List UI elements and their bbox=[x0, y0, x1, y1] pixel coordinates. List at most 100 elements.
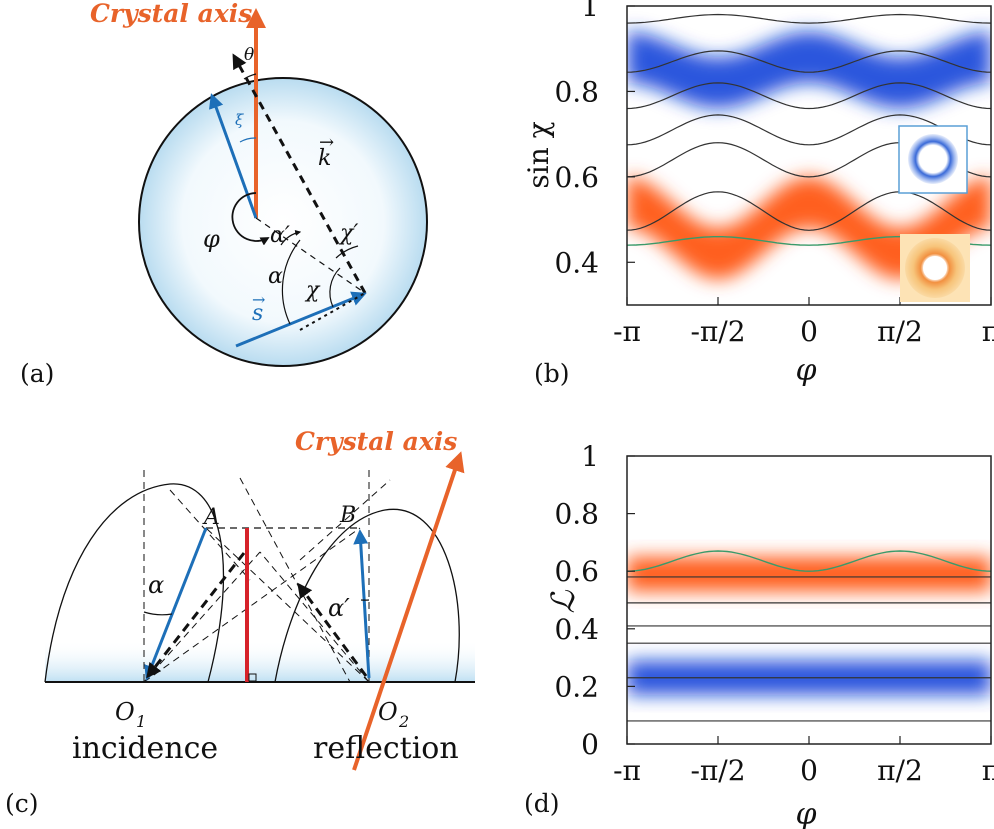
ground-gradient bbox=[45, 640, 475, 682]
xi-arc bbox=[239, 137, 257, 143]
contour-curve-0 bbox=[627, 13, 991, 24]
xtick-label: 0 bbox=[800, 315, 818, 348]
ytick-label: 0.8 bbox=[554, 498, 599, 531]
s-label: s bbox=[252, 301, 263, 326]
k-label: k bbox=[318, 146, 331, 171]
s-arrow-mark: → bbox=[252, 290, 265, 309]
panel-d: 1 0.8 0.6 0.4 0.2 0 -π -π/2 0 π/2 π ℒ φ (d) bbox=[524, 440, 994, 829]
incidence-label: incidence bbox=[72, 731, 218, 766]
reflected-vector bbox=[353, 529, 371, 679]
ylabel-d: ℒ bbox=[544, 590, 582, 614]
axes-frame-d bbox=[626, 455, 992, 745]
ytick-label: 0.4 bbox=[554, 613, 599, 646]
ytick-label: 0.2 bbox=[554, 670, 599, 703]
panel-a-label: (a) bbox=[20, 359, 54, 388]
point-B: B bbox=[339, 503, 356, 528]
k-arrow-mark: → bbox=[319, 132, 334, 153]
ytick-label: 0.6 bbox=[554, 161, 599, 194]
ytick-label: 0 bbox=[581, 728, 599, 761]
alpha-prime-label: α′ bbox=[270, 223, 290, 248]
panel-c: α α′ Crystal axis A B O 1 O 2 incidence … bbox=[5, 427, 475, 818]
alpha-prime-arc bbox=[280, 230, 302, 246]
diag-3 bbox=[143, 551, 261, 683]
xtick-label: π bbox=[982, 754, 994, 787]
inset-orange-ring bbox=[900, 234, 970, 302]
ytick-label: 0.4 bbox=[554, 246, 599, 279]
ytick-label: 0.6 bbox=[554, 555, 599, 588]
center-line-dashed bbox=[255, 217, 366, 294]
xtick-label: π/2 bbox=[877, 754, 923, 787]
crystal-axis-label-c: Crystal axis bbox=[295, 427, 457, 456]
incident-dashed-k bbox=[146, 552, 246, 679]
O2-label: O bbox=[378, 698, 398, 726]
contour-curve-2 bbox=[627, 82, 991, 110]
xi-label: ξ bbox=[235, 111, 244, 129]
s-extension-dotted bbox=[299, 292, 366, 331]
diag-7 bbox=[299, 479, 391, 561]
green-curve bbox=[627, 550, 991, 572]
k-vector-dashed bbox=[232, 53, 367, 294]
O1-label: O bbox=[115, 698, 135, 726]
reflected-dashed-k bbox=[297, 582, 368, 677]
diag-5 bbox=[239, 477, 351, 683]
chi-prime-label: χ′ bbox=[338, 221, 358, 246]
alpha-label-c: α bbox=[148, 571, 164, 599]
inset-blue-ring bbox=[898, 125, 968, 194]
diag-1 bbox=[143, 527, 361, 683]
curves-d bbox=[627, 550, 991, 722]
xlabel-d: φ bbox=[795, 797, 816, 829]
xtick-label: π/2 bbox=[877, 315, 923, 348]
alpha-label: α bbox=[268, 264, 283, 289]
yticks-b: 1 0.8 0.6 0.4 bbox=[554, 0, 635, 279]
panel-c-label: (c) bbox=[5, 789, 39, 818]
point-A: A bbox=[202, 505, 220, 530]
s-vector bbox=[235, 291, 367, 348]
panel-d-label: (d) bbox=[524, 789, 560, 818]
phi-label: φ bbox=[203, 225, 220, 253]
xtick-label: -π bbox=[613, 754, 641, 787]
xi-vector bbox=[209, 93, 258, 219]
O1-sub: 1 bbox=[136, 712, 146, 731]
crystal-axis-arrow-c bbox=[352, 451, 465, 771]
alpha-arc-c bbox=[143, 611, 173, 616]
xtick-label: -π bbox=[613, 315, 641, 348]
chi-arc bbox=[329, 267, 341, 308]
xtick-label: 0 bbox=[800, 754, 818, 787]
phi-arc bbox=[231, 192, 270, 246]
yticks-d: 1 0.8 0.6 0.4 0.2 0 bbox=[554, 440, 635, 761]
ytick-label: 1 bbox=[581, 440, 599, 473]
panel-a: Crystal axis k → θ ξ φ s → α′ χ′ α χ (a) bbox=[20, 0, 428, 388]
ylabel-b: sin χ bbox=[522, 121, 555, 188]
crystal-axis-label: Crystal axis bbox=[90, 0, 252, 28]
xtick-label: -π/2 bbox=[690, 315, 745, 348]
ytick-label: 1 bbox=[581, 0, 599, 23]
xlabel-b: φ bbox=[795, 353, 816, 388]
O2-sub: 2 bbox=[398, 712, 409, 731]
contour-curve-1 bbox=[627, 50, 991, 73]
panel-b: 1 0.8 0.6 0.4 -π -π/2 0 π/2 π sin χ φ (b) bbox=[522, 0, 994, 388]
reflection-lobe bbox=[274, 508, 460, 683]
heat-band-0 bbox=[627, 556, 991, 592]
theta-arc bbox=[243, 73, 257, 80]
chi-prime-arc bbox=[335, 245, 359, 259]
chi-label: χ bbox=[304, 278, 321, 303]
incident-vector bbox=[144, 527, 208, 681]
heat-band-0 bbox=[627, 31, 991, 109]
xtick-label: -π/2 bbox=[690, 754, 745, 787]
alpha-prime-label-c: α′ bbox=[328, 594, 350, 622]
diag-6 bbox=[169, 489, 251, 581]
right-angle-mark bbox=[248, 673, 257, 682]
ytick-label: 0.8 bbox=[554, 75, 599, 108]
xtick-label: π bbox=[982, 315, 994, 348]
diag-2 bbox=[205, 527, 370, 683]
contour-curve-5 bbox=[627, 191, 991, 231]
reflection-label: reflection bbox=[313, 731, 459, 766]
panel-b-label: (b) bbox=[534, 359, 570, 388]
contour-curve-3 bbox=[627, 114, 991, 146]
xticks-d: -π -π/2 0 π/2 π bbox=[613, 736, 994, 787]
theta-label: θ bbox=[244, 45, 254, 65]
xticks-b: -π -π/2 0 π/2 π bbox=[613, 297, 994, 348]
sphere-circle bbox=[138, 77, 428, 367]
